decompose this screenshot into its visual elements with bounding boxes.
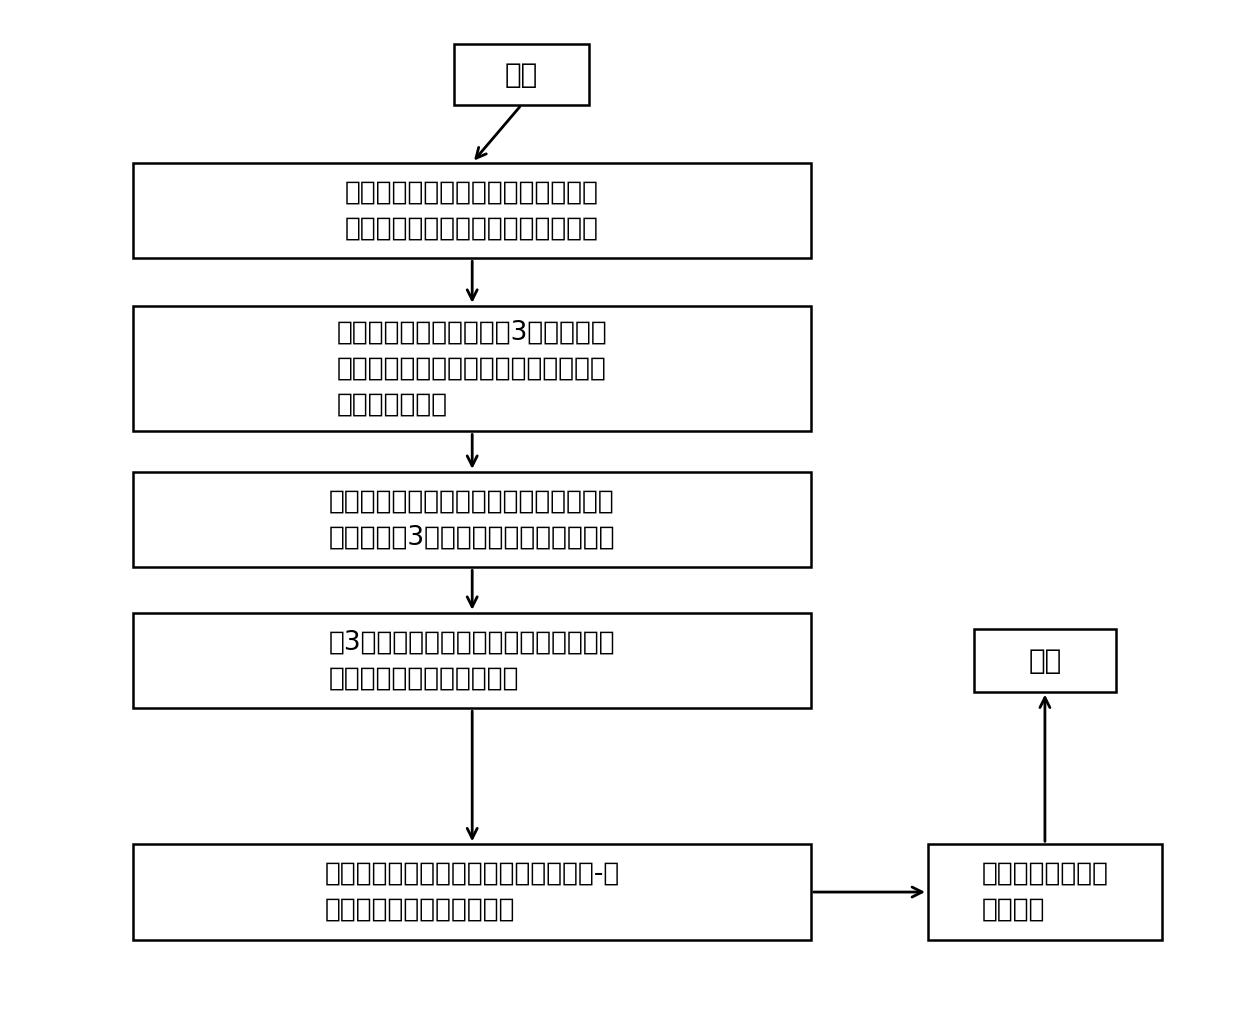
Bar — [134, 306, 811, 431]
Bar — [134, 844, 811, 940]
Text: 开始: 开始 — [505, 61, 538, 88]
Text: 采用三转一移刚体运动方法计算各支撑-调
节结构的球头螺栓调节量。: 采用三转一移刚体运动方法计算各支撑-调 节结构的球头螺栓调节量。 — [325, 861, 620, 923]
Bar — [454, 45, 589, 105]
Bar — [134, 162, 811, 259]
Text: 固定聚光器网架结构，标定待形成的
反射镜面和视觉测量的全局坐标系。: 固定聚光器网架结构，标定待形成的 反射镜面和视觉测量的全局坐标系。 — [345, 180, 599, 242]
Bar — [928, 844, 1162, 940]
Text: 镜面单元反射镜表面粘赈3个呈三角形
分布的圆形标志，而后将镜面单元固定
在网架结构上。: 镜面单元反射镜表面粘赈3个呈三角形 分布的圆形标志，而后将镜面单元固定 在网架结… — [337, 320, 608, 417]
Text: 对镜面单元实施定
量的调节: 对镜面单元实施定 量的调节 — [981, 861, 1109, 923]
Text: 采用双目视觉测量或单目多视角视觉测量
镜面单元的3个圆形标志的中心点坐标。: 采用双目视觉测量或单目多视角视觉测量 镜面单元的3个圆形标志的中心点坐标。 — [329, 488, 615, 550]
Text: 结束: 结束 — [1028, 647, 1061, 675]
Bar — [134, 613, 811, 708]
Text: 〔3个中心点坐标计算镜面单元的空间位
姿，球铰中心的空间坐标。: 〔3个中心点坐标计算镜面单元的空间位 姿，球铰中心的空间坐标。 — [329, 629, 615, 691]
Bar — [134, 472, 811, 567]
Bar — [975, 629, 1116, 691]
